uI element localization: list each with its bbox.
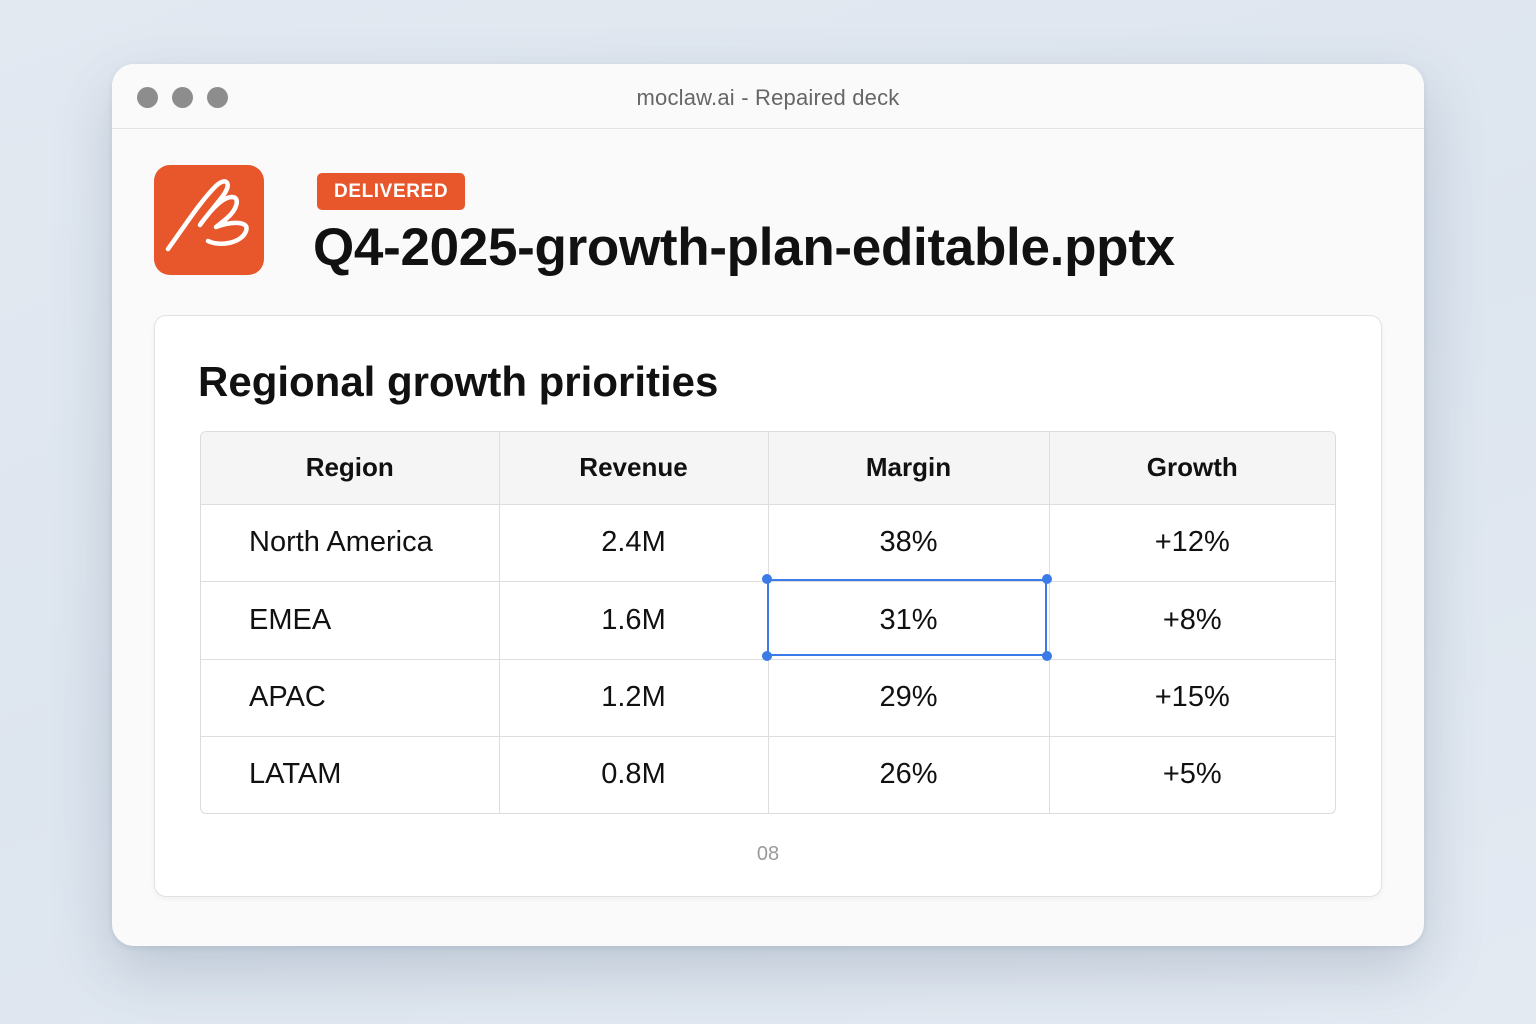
resize-handle-top-left[interactable] bbox=[762, 574, 772, 584]
table-cell[interactable]: 38% bbox=[768, 504, 1050, 582]
table-row: EMEA 1.6M 31% +8% bbox=[201, 581, 1335, 660]
slide-title: Regional growth priorities bbox=[198, 358, 719, 405]
status-badge: DELIVERED bbox=[317, 173, 466, 210]
maximize-window-button[interactable] bbox=[207, 87, 228, 108]
table-cell[interactable]: 0.8M bbox=[499, 736, 769, 813]
table-row: LATAM 0.8M 26% +5% bbox=[201, 736, 1335, 813]
slide-preview: Regional growth priorities Region Revenu… bbox=[154, 315, 1382, 897]
table-cell[interactable]: 1.2M bbox=[499, 659, 769, 737]
table-cell[interactable]: 26% bbox=[768, 736, 1050, 813]
close-window-button[interactable] bbox=[137, 87, 158, 108]
table-cell[interactable]: +15% bbox=[1049, 659, 1335, 737]
table-cell[interactable]: +5% bbox=[1162, 758, 1222, 791]
column-header-margin[interactable]: Margin bbox=[768, 432, 1050, 505]
window-title: moclaw.ai - Repaired deck bbox=[636, 85, 900, 110]
resize-handle-top-right[interactable] bbox=[1042, 574, 1052, 584]
table-row: APAC 1.2M 29% +15% bbox=[201, 659, 1335, 737]
table-cell[interactable]: 2.4M bbox=[499, 504, 769, 582]
table-cell[interactable]: 1.6M bbox=[499, 581, 769, 660]
resize-handle-bottom-right[interactable] bbox=[1042, 651, 1052, 661]
table-cell[interactable]: 29% bbox=[768, 659, 1050, 737]
column-header-revenue[interactable]: Revenue bbox=[499, 432, 769, 505]
table-cell[interactable]: LATAM bbox=[201, 736, 500, 813]
table-cell[interactable]: North America bbox=[201, 504, 500, 582]
table-row: North America 2.4M 38% +12% bbox=[201, 504, 1335, 582]
title-bar: moclaw.ai - Repaired deck bbox=[112, 64, 1424, 129]
table-cell[interactable]: +8% bbox=[1049, 581, 1335, 660]
table-cell[interactable]: +12% bbox=[1049, 504, 1335, 582]
table-header-row: Region Revenue Margin Growth bbox=[201, 432, 1335, 505]
page-number: 08 bbox=[756, 843, 780, 865]
moclaw-logo-icon bbox=[154, 165, 264, 275]
column-header-growth[interactable]: Growth bbox=[1049, 432, 1335, 505]
app-window: moclaw.ai - Repaired deck DELIVERED Q4-2… bbox=[112, 64, 1424, 946]
file-name: Q4-2025-growth-plan-editable.pptx bbox=[313, 218, 1175, 277]
table-cell[interactable]: EMEA bbox=[201, 581, 500, 660]
column-header-region[interactable]: Region bbox=[201, 432, 500, 505]
data-table: Region Revenue Margin Growth North Ameri… bbox=[200, 431, 1336, 814]
selected-table-cell[interactable]: 31% bbox=[768, 581, 1050, 660]
minimize-window-button[interactable] bbox=[172, 87, 193, 108]
resize-handle-bottom-left[interactable] bbox=[762, 651, 772, 661]
table-cell[interactable]: APAC bbox=[201, 659, 500, 737]
